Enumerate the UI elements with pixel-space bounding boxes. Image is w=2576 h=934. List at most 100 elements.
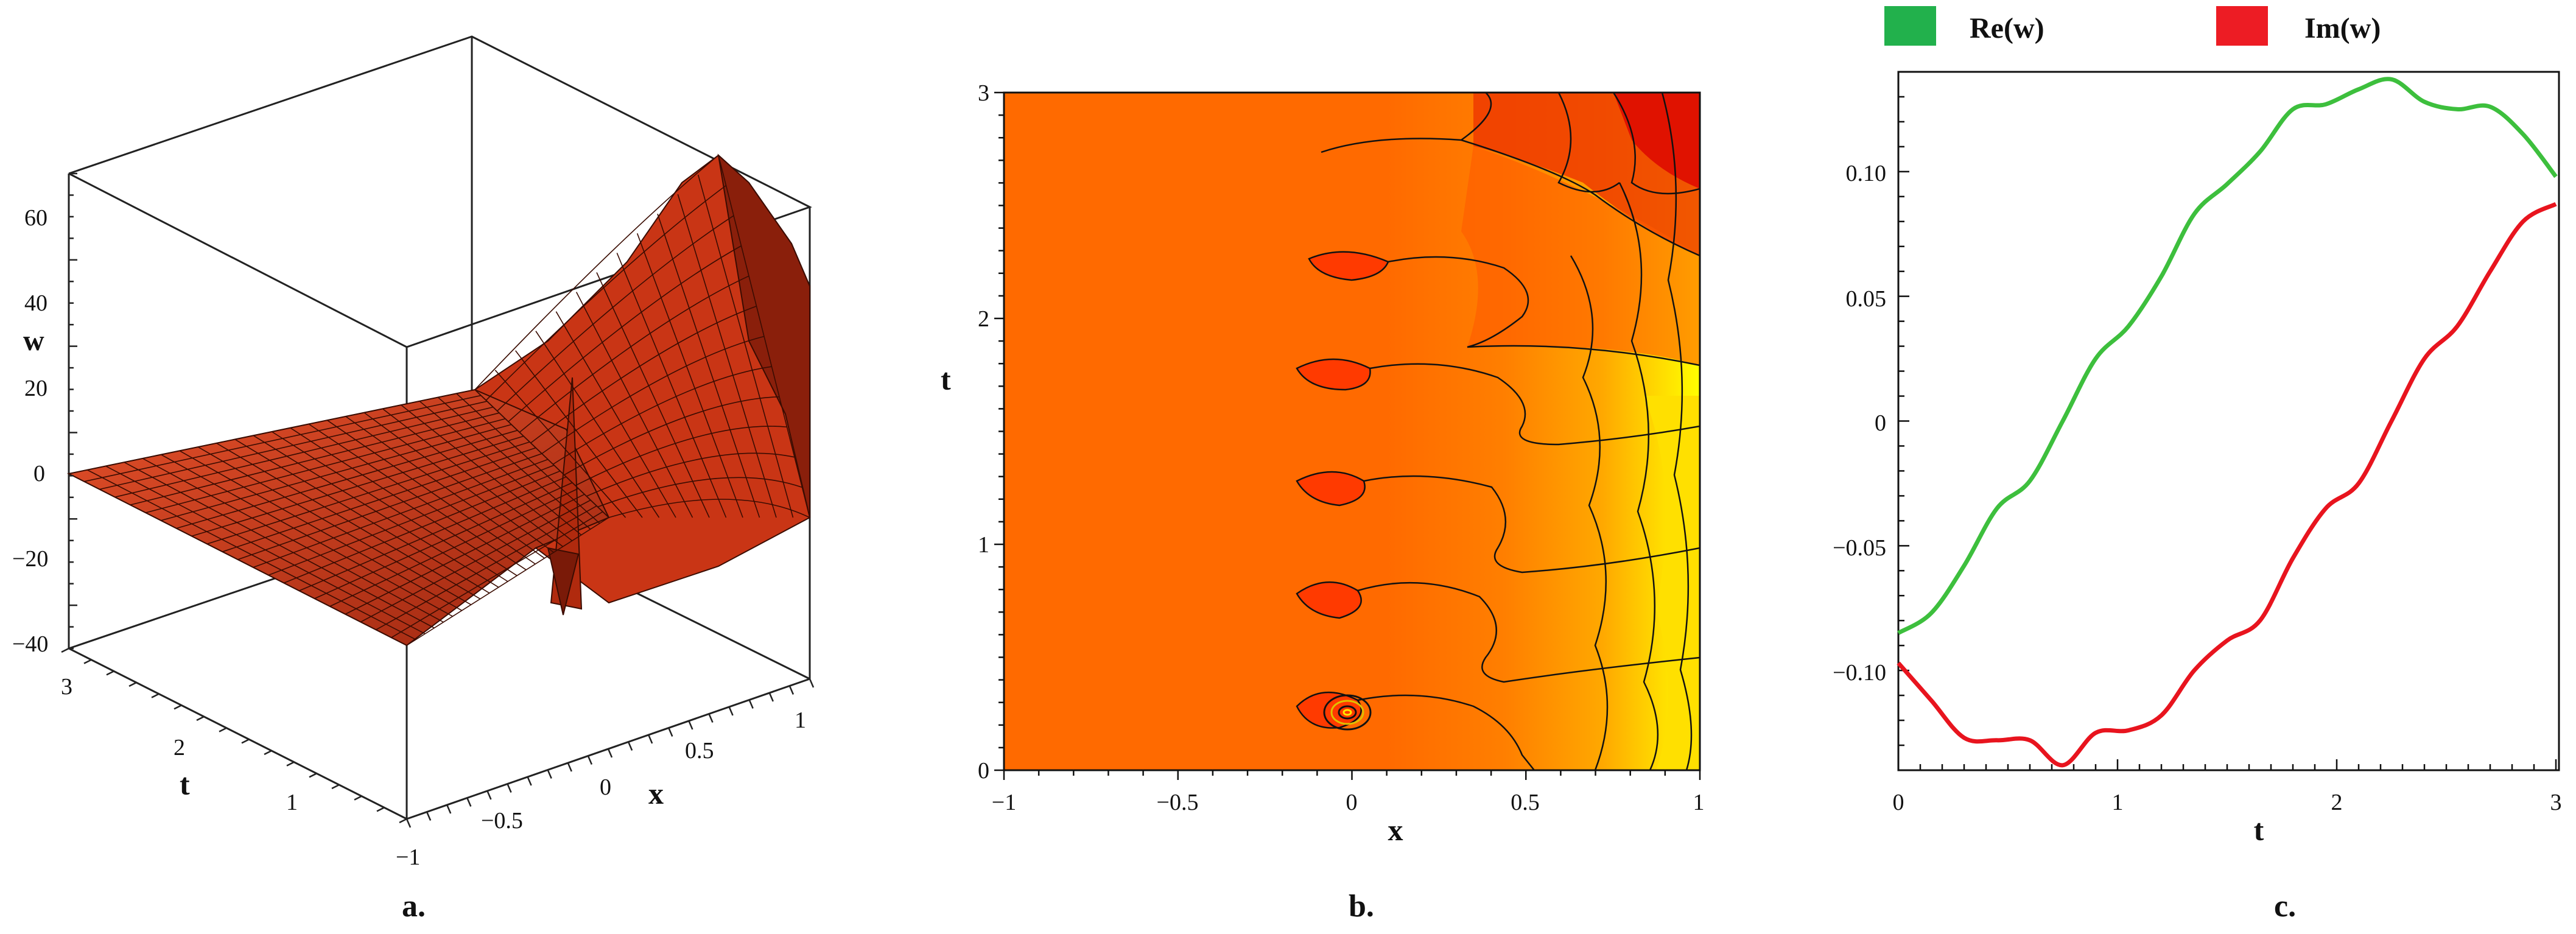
contour-hottest-region [1613, 93, 1700, 189]
x-tick-label: 0.5 [685, 738, 714, 764]
contour-ring [1330, 700, 1364, 725]
x-tick [527, 776, 532, 786]
contour-line [1461, 139, 1700, 257]
z-axis-label: w [23, 325, 44, 357]
panel-c-line-chart: Re(w) Im(w) 0.10 0.05 0 −0.05 −0.10 0 1 … [1833, 6, 2562, 924]
contour-line [1570, 255, 1609, 770]
x-tick [466, 798, 472, 807]
mesh-line [677, 194, 777, 518]
z-tick-label: −20 [12, 546, 48, 572]
x-tick-label: 1 [795, 708, 806, 733]
t-tick [196, 715, 205, 722]
mesh-line [345, 494, 585, 615]
contour-blob [1296, 581, 1362, 619]
panel-b-y-ticks: 0 1 2 3 [978, 80, 989, 784]
mesh-line [586, 452, 795, 497]
mesh-line [616, 253, 727, 518]
contour-line [1321, 93, 1492, 153]
t-tick [106, 670, 114, 676]
t-tick [331, 784, 340, 790]
mesh-line [437, 396, 591, 530]
panel-b-x-ticks: −1 −0.5 0 0.5 1 [992, 790, 1705, 815]
mesh-line [283, 470, 561, 584]
x-tick [547, 770, 552, 779]
series-line-re [1897, 77, 2558, 635]
contour-line [1612, 93, 1700, 195]
z-tick-label: 40 [24, 290, 47, 316]
x-tick [627, 742, 633, 751]
contour-line [1357, 581, 1700, 683]
x-tick [728, 706, 734, 716]
mesh-line [326, 420, 536, 565]
mesh-line [508, 245, 742, 423]
legend-label-im: Im(w) [2304, 12, 2381, 44]
panel-a-tick-marks [61, 172, 815, 828]
panel-a-surface-plot: 60 40 20 0 −20 −40 w 3 2 1 t −1 −0.5 0 0… [12, 35, 815, 924]
x-tick [486, 790, 492, 800]
t-tick [286, 761, 295, 767]
x-tick [567, 762, 572, 772]
x-tick [405, 818, 412, 828]
contour-line [1357, 694, 1535, 770]
legend: Re(w) Im(w) [1884, 6, 2381, 46]
mesh-line [299, 476, 567, 592]
z-axis: 60 40 20 0 −20 −40 w [12, 205, 48, 657]
t-tick [241, 739, 250, 744]
panel-b-tick-marks [994, 91, 1701, 780]
contour-bright-region [1644, 396, 1700, 770]
contour-ring [1342, 709, 1352, 716]
x-tick-label: 0 [1893, 790, 1904, 815]
x-tick [809, 678, 815, 688]
mesh-line [555, 311, 676, 518]
mesh-line [530, 306, 757, 444]
mesh-line [406, 517, 609, 646]
x-tick [587, 756, 593, 765]
y-tick-label: 1 [978, 532, 989, 558]
panel-b-contour-plot: −1 −0.5 0 0.5 1 0 1 2 3 x t b. [941, 80, 1705, 924]
x-tick-label: 2 [2331, 790, 2343, 815]
series-layer [1897, 77, 2558, 768]
mesh-line [575, 292, 693, 518]
mesh-line [596, 272, 710, 518]
x-tick-label: −1 [992, 790, 1016, 815]
t-tick [354, 795, 362, 801]
x-tick [748, 700, 754, 709]
panel-c-y-ticks: 0.10 0.05 0 −0.05 −0.10 [1833, 161, 1886, 686]
contour-line [1363, 475, 1700, 574]
panel-c-x-ticks: 0 1 2 3 [1893, 790, 2562, 815]
y-tick-label: −0.05 [1833, 535, 1886, 561]
x-tick-label: 1 [2112, 790, 2124, 815]
x-tick [507, 784, 512, 793]
x-tick-label: −0.5 [481, 808, 523, 834]
y-tick-label: 0.10 [1846, 161, 1887, 186]
panel-a-caption: a. [402, 889, 426, 924]
z-tick-label: 0 [33, 461, 45, 486]
mesh-line [552, 366, 772, 465]
panel-c-x-axis-label: t [2254, 813, 2264, 847]
mesh-line [718, 155, 810, 518]
surface-grid-lines [68, 155, 810, 646]
t-tick [399, 818, 407, 824]
mesh-line [363, 412, 554, 553]
mesh-line [697, 174, 794, 518]
y-tick-label: 3 [978, 80, 989, 106]
mesh-line [636, 233, 743, 518]
mesh-line [272, 431, 508, 582]
mesh-line [564, 396, 780, 476]
z-tick-label: 20 [24, 376, 47, 401]
x-tick-label: −0.5 [1157, 790, 1199, 815]
surface-mesh [67, 153, 810, 647]
mesh-line [345, 416, 545, 559]
mesh-line [376, 505, 597, 631]
legend-label-re: Re(w) [1970, 12, 2044, 44]
x-tick [648, 734, 653, 744]
contour-ring [1338, 705, 1357, 720]
t-tick [174, 704, 182, 710]
mesh-line [597, 477, 802, 508]
x-tick-label: 0 [1346, 790, 1358, 815]
mesh-line [382, 408, 564, 547]
contour-blob [1296, 471, 1366, 507]
mesh-line [391, 511, 603, 638]
panel-b-caption: b. [1349, 889, 1374, 924]
legend-swatch-re [1884, 6, 1936, 46]
